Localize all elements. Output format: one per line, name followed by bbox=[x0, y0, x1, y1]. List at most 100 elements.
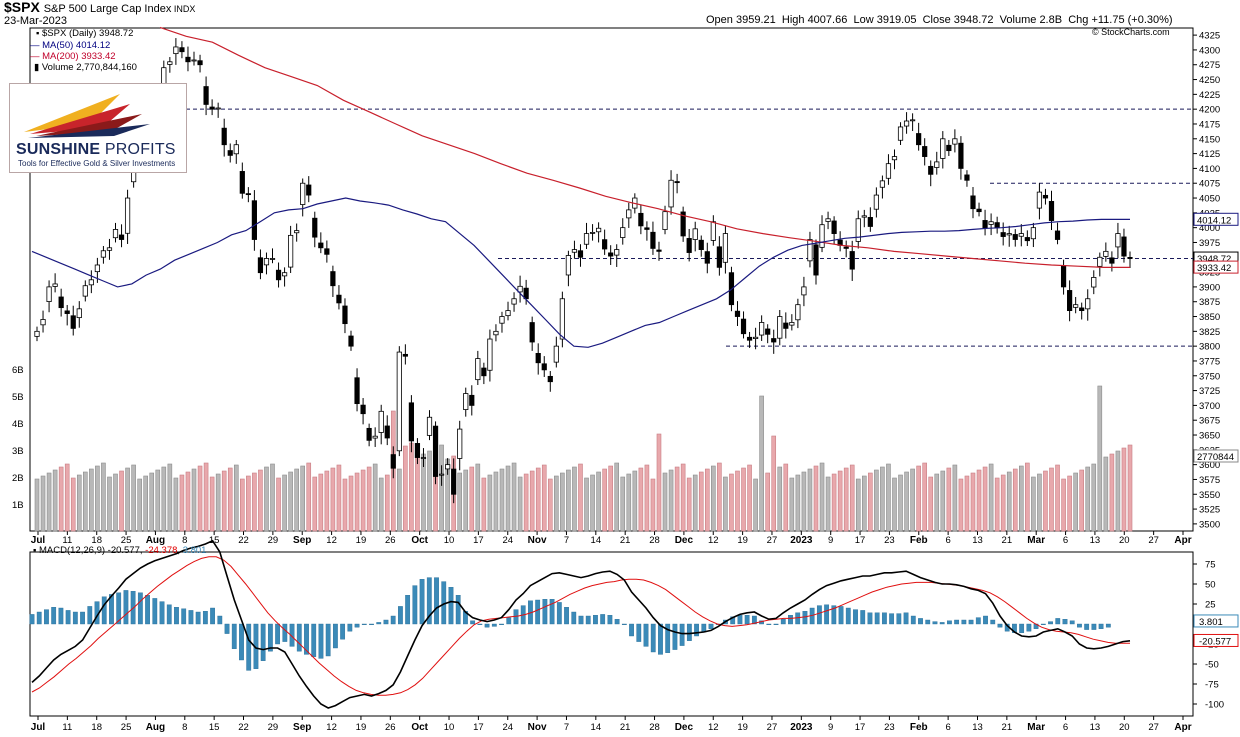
macd-histogram-bar bbox=[470, 620, 476, 625]
volume-bar bbox=[258, 469, 263, 532]
ma50-last-label-box bbox=[1193, 212, 1239, 226]
close-value: 3948.72 bbox=[953, 14, 994, 26]
low-value: 3919.05 bbox=[876, 14, 917, 26]
volume-bar bbox=[197, 465, 203, 532]
candle-body bbox=[215, 107, 221, 110]
volume-bar bbox=[753, 478, 758, 532]
macd-histogram-bar bbox=[650, 623, 656, 653]
macd-histogram-bar bbox=[947, 620, 952, 625]
x-axis-label: 2023 bbox=[790, 535, 813, 546]
candle-body bbox=[269, 258, 276, 260]
volume-bar bbox=[590, 474, 595, 532]
macd-histogram-bar bbox=[780, 619, 786, 625]
volume-last-label-box bbox=[1193, 449, 1239, 463]
candle-body bbox=[306, 184, 312, 196]
close-last-label: 3948.72 bbox=[1197, 254, 1231, 265]
price-y-tick-label: 3650 bbox=[1199, 431, 1220, 442]
price-y-tick-label: 4250 bbox=[1199, 75, 1220, 86]
macd-x-axis-label: 20 bbox=[1119, 722, 1130, 733]
volume-bar bbox=[89, 468, 94, 532]
volume-value: 2.8B bbox=[1039, 14, 1063, 26]
macd-histogram-bar bbox=[643, 623, 649, 647]
volume-bar bbox=[70, 477, 76, 532]
macd-histogram-bar bbox=[159, 601, 165, 625]
legend-volume: ▮ Volume 2,770,844,160 bbox=[34, 62, 137, 73]
volume-bar bbox=[276, 477, 281, 532]
macd-histogram-bar bbox=[751, 615, 757, 625]
volume-bar bbox=[403, 445, 408, 532]
volume-bar bbox=[572, 466, 577, 532]
macd-histogram-bar bbox=[224, 623, 230, 634]
macd-histogram-bar bbox=[166, 604, 172, 625]
candle-body bbox=[1121, 236, 1127, 257]
candle-body bbox=[1018, 233, 1024, 237]
volume-bar bbox=[958, 478, 964, 532]
macd-x-axis-label: 24 bbox=[502, 722, 513, 733]
macd-x-axis-label: 21 bbox=[1002, 722, 1013, 733]
candle-body bbox=[46, 286, 52, 302]
volume-bar bbox=[1061, 478, 1066, 532]
candle-body bbox=[34, 330, 40, 337]
candle-body bbox=[1103, 250, 1109, 257]
macd-histogram-bar bbox=[910, 615, 916, 625]
candle-body bbox=[873, 194, 879, 210]
candle-body bbox=[976, 208, 982, 213]
x-axis-label: 29 bbox=[268, 535, 279, 546]
volume-bar bbox=[511, 462, 517, 532]
macd-histogram-bar bbox=[390, 615, 396, 625]
hist-last-label: 3.801 bbox=[1199, 617, 1223, 628]
macd-histogram-bar bbox=[845, 607, 851, 625]
macd-histogram-bar bbox=[499, 623, 504, 626]
candle-body bbox=[390, 454, 396, 469]
volume-bar bbox=[964, 475, 970, 532]
candle-body bbox=[529, 322, 535, 343]
volume-bar bbox=[535, 467, 541, 532]
volume-bar bbox=[994, 477, 1000, 532]
macd-x-axis-label: Nov bbox=[528, 722, 547, 733]
volume-bar bbox=[439, 444, 444, 532]
x-axis-label: 17 bbox=[855, 535, 866, 546]
volume-bar bbox=[264, 466, 269, 532]
macd-histogram-bar bbox=[1062, 619, 1068, 625]
high-value: 4007.66 bbox=[807, 14, 848, 26]
logo-name: SUNSHINE PROFITS bbox=[16, 141, 176, 159]
volume-bar bbox=[910, 468, 915, 532]
macd-x-axis-label: 25 bbox=[121, 722, 132, 733]
volume-bar bbox=[203, 462, 209, 532]
macd-x-axis-label: Mar bbox=[1027, 722, 1045, 733]
macd-histogram-bar bbox=[1091, 623, 1097, 630]
volume-bar bbox=[904, 471, 909, 532]
candle-body bbox=[771, 338, 777, 343]
volume-bar bbox=[626, 473, 632, 532]
logo-rays-icon bbox=[24, 94, 150, 138]
volume-bar bbox=[789, 477, 795, 532]
candle-body bbox=[885, 163, 892, 179]
macd-histogram-bar bbox=[325, 623, 331, 657]
x-axis-label: 21 bbox=[620, 535, 631, 546]
volume-bar bbox=[704, 468, 710, 532]
macd-histogram-bar bbox=[860, 610, 866, 625]
macd-histogram-bar bbox=[925, 619, 931, 625]
volume-bar bbox=[614, 462, 620, 532]
volume-bar bbox=[246, 475, 251, 532]
volume-bar bbox=[1000, 474, 1006, 532]
candle-body bbox=[281, 272, 288, 277]
macd-histogram-bar bbox=[853, 609, 858, 625]
volume-bar bbox=[825, 476, 831, 532]
candle-body bbox=[1091, 277, 1097, 288]
volume-bar bbox=[427, 450, 432, 532]
x-axis-label: 20 bbox=[1119, 535, 1130, 546]
macd-x-axis-label: 27 bbox=[767, 722, 778, 733]
macd-histogram-bar bbox=[217, 615, 223, 625]
macd-y-tick-label: -100 bbox=[1205, 700, 1224, 711]
macd-histogram-bar bbox=[260, 623, 266, 661]
candle-body bbox=[70, 315, 76, 329]
macd-histogram-bar bbox=[896, 613, 902, 625]
volume-bar bbox=[384, 474, 390, 532]
volume-bar bbox=[596, 471, 601, 532]
macd-histogram-bar bbox=[361, 623, 367, 626]
macd-histogram-bar bbox=[549, 599, 555, 625]
macd-x-axis-label: Sep bbox=[293, 722, 311, 733]
chg-label: Chg bbox=[1068, 14, 1089, 26]
volume-bar bbox=[167, 463, 173, 532]
